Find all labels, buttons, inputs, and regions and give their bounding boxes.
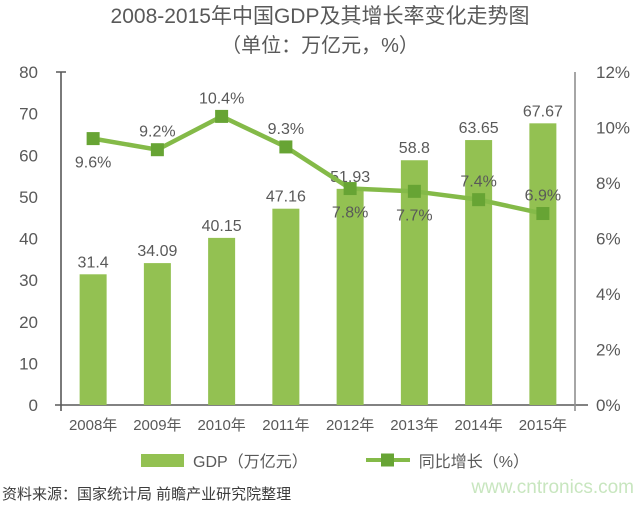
left-axis-tick-label: 0 — [29, 396, 38, 415]
left-axis-tick-label: 20 — [19, 313, 38, 332]
x-axis-category-label: 2008年 — [69, 417, 117, 434]
growth-line-marker — [343, 182, 357, 196]
x-axis-category-label: 2015年 — [519, 417, 567, 434]
gdp-bar — [336, 188, 364, 405]
right-axis-tick-label: 2% — [596, 341, 621, 360]
gdp-bar — [143, 263, 171, 405]
growth-line-marker — [215, 109, 229, 123]
gdp-bar — [208, 237, 236, 405]
growth-line-marker — [86, 132, 100, 146]
gdp-bar-value-label: 63.65 — [459, 120, 499, 137]
gdp-bar — [465, 140, 493, 405]
growth-line-marker — [407, 184, 421, 198]
gdp-bar-value-label: 58.8 — [399, 140, 430, 157]
left-axis-tick-label: 40 — [19, 230, 38, 249]
x-axis-category-label: 2010年 — [197, 417, 245, 434]
growth-value-label: 9.3% — [268, 121, 304, 138]
gdp-bar-value-label: 34.09 — [137, 243, 177, 260]
x-axis-category-label: 2011年 — [262, 417, 309, 434]
x-axis-line — [55, 404, 588, 411]
left-axis-line — [56, 71, 66, 405]
growth-value-label: 7.8% — [332, 205, 368, 222]
chart-legend: GDP（万亿元） 同比增长（%） — [0, 448, 640, 472]
x-axis-category-label: 2012年 — [326, 417, 374, 434]
chart-subtitle: （单位：万亿元，%） — [221, 35, 419, 57]
legend-item-gdp: GDP（万亿元） — [141, 448, 308, 472]
gdp-bar — [272, 208, 300, 405]
growth-line-swatch-icon — [365, 453, 410, 467]
site-watermark: www.cntronics.com — [471, 477, 634, 498]
right-axis-tick-label: 4% — [596, 285, 621, 304]
left-axis-tick-label: 60 — [19, 146, 38, 165]
legend-gdp-label: GDP（万亿元） — [193, 454, 308, 471]
growth-line-marker — [279, 140, 293, 154]
gdp-bar-value-label: 47.16 — [266, 189, 306, 206]
gdp-bar-value-label: 40.15 — [202, 218, 242, 235]
chart-title: 2008-2015年中国GDP及其增长率变化走势图 — [110, 5, 530, 28]
growth-value-label: 10.4% — [199, 90, 244, 107]
growth-value-label: 9.6% — [75, 155, 111, 172]
growth-value-label: 7.4% — [460, 174, 496, 191]
legend-growth-label: 同比增长（%） — [418, 454, 529, 471]
growth-value-label: 6.9% — [525, 188, 561, 205]
gdp-bar-value-label: 31.4 — [78, 254, 109, 271]
growth-line-marker — [472, 193, 486, 207]
data-source-note: 资料来源：国家统计局 前瞻产业研究院整理 — [2, 486, 292, 503]
gdp-bar — [529, 123, 557, 406]
left-axis-tick-label: 80 — [19, 63, 38, 82]
x-axis-category-label: 2014年 — [454, 417, 502, 434]
right-axis-tick-label: 0% — [596, 396, 621, 415]
left-axis-tick-label: 10 — [19, 354, 38, 373]
growth-line-marker — [150, 143, 164, 157]
growth-value-label: 7.7% — [396, 207, 432, 224]
left-axis-tick-label: 50 — [19, 188, 38, 207]
growth-value-label: 9.2% — [139, 124, 175, 141]
left-axis-tick-label: 30 — [19, 271, 38, 290]
gdp-bar — [79, 274, 107, 405]
growth-line-marker — [536, 207, 550, 221]
left-axis-tick-label: 70 — [19, 105, 38, 124]
growth-line — [92, 113, 544, 216]
right-axis-tick-label: 10% — [596, 119, 630, 138]
chart-title-block: 2008-2015年中国GDP及其增长率变化走势图 （单位：万亿元，%） — [0, 1, 640, 61]
right-axis-tick-label: 12% — [596, 63, 630, 82]
gdp-bar-value-label: 67.67 — [523, 103, 563, 120]
right-axis-tick-label: 8% — [596, 174, 621, 193]
right-axis-tick-label: 6% — [596, 230, 621, 249]
x-axis-category-label: 2013年 — [390, 417, 438, 434]
gdp-bar-swatch-icon — [141, 453, 185, 467]
gdp-bar — [400, 160, 428, 405]
x-axis-category-label: 2009年 — [133, 417, 181, 434]
legend-item-growth: 同比增长（%） — [365, 448, 529, 472]
